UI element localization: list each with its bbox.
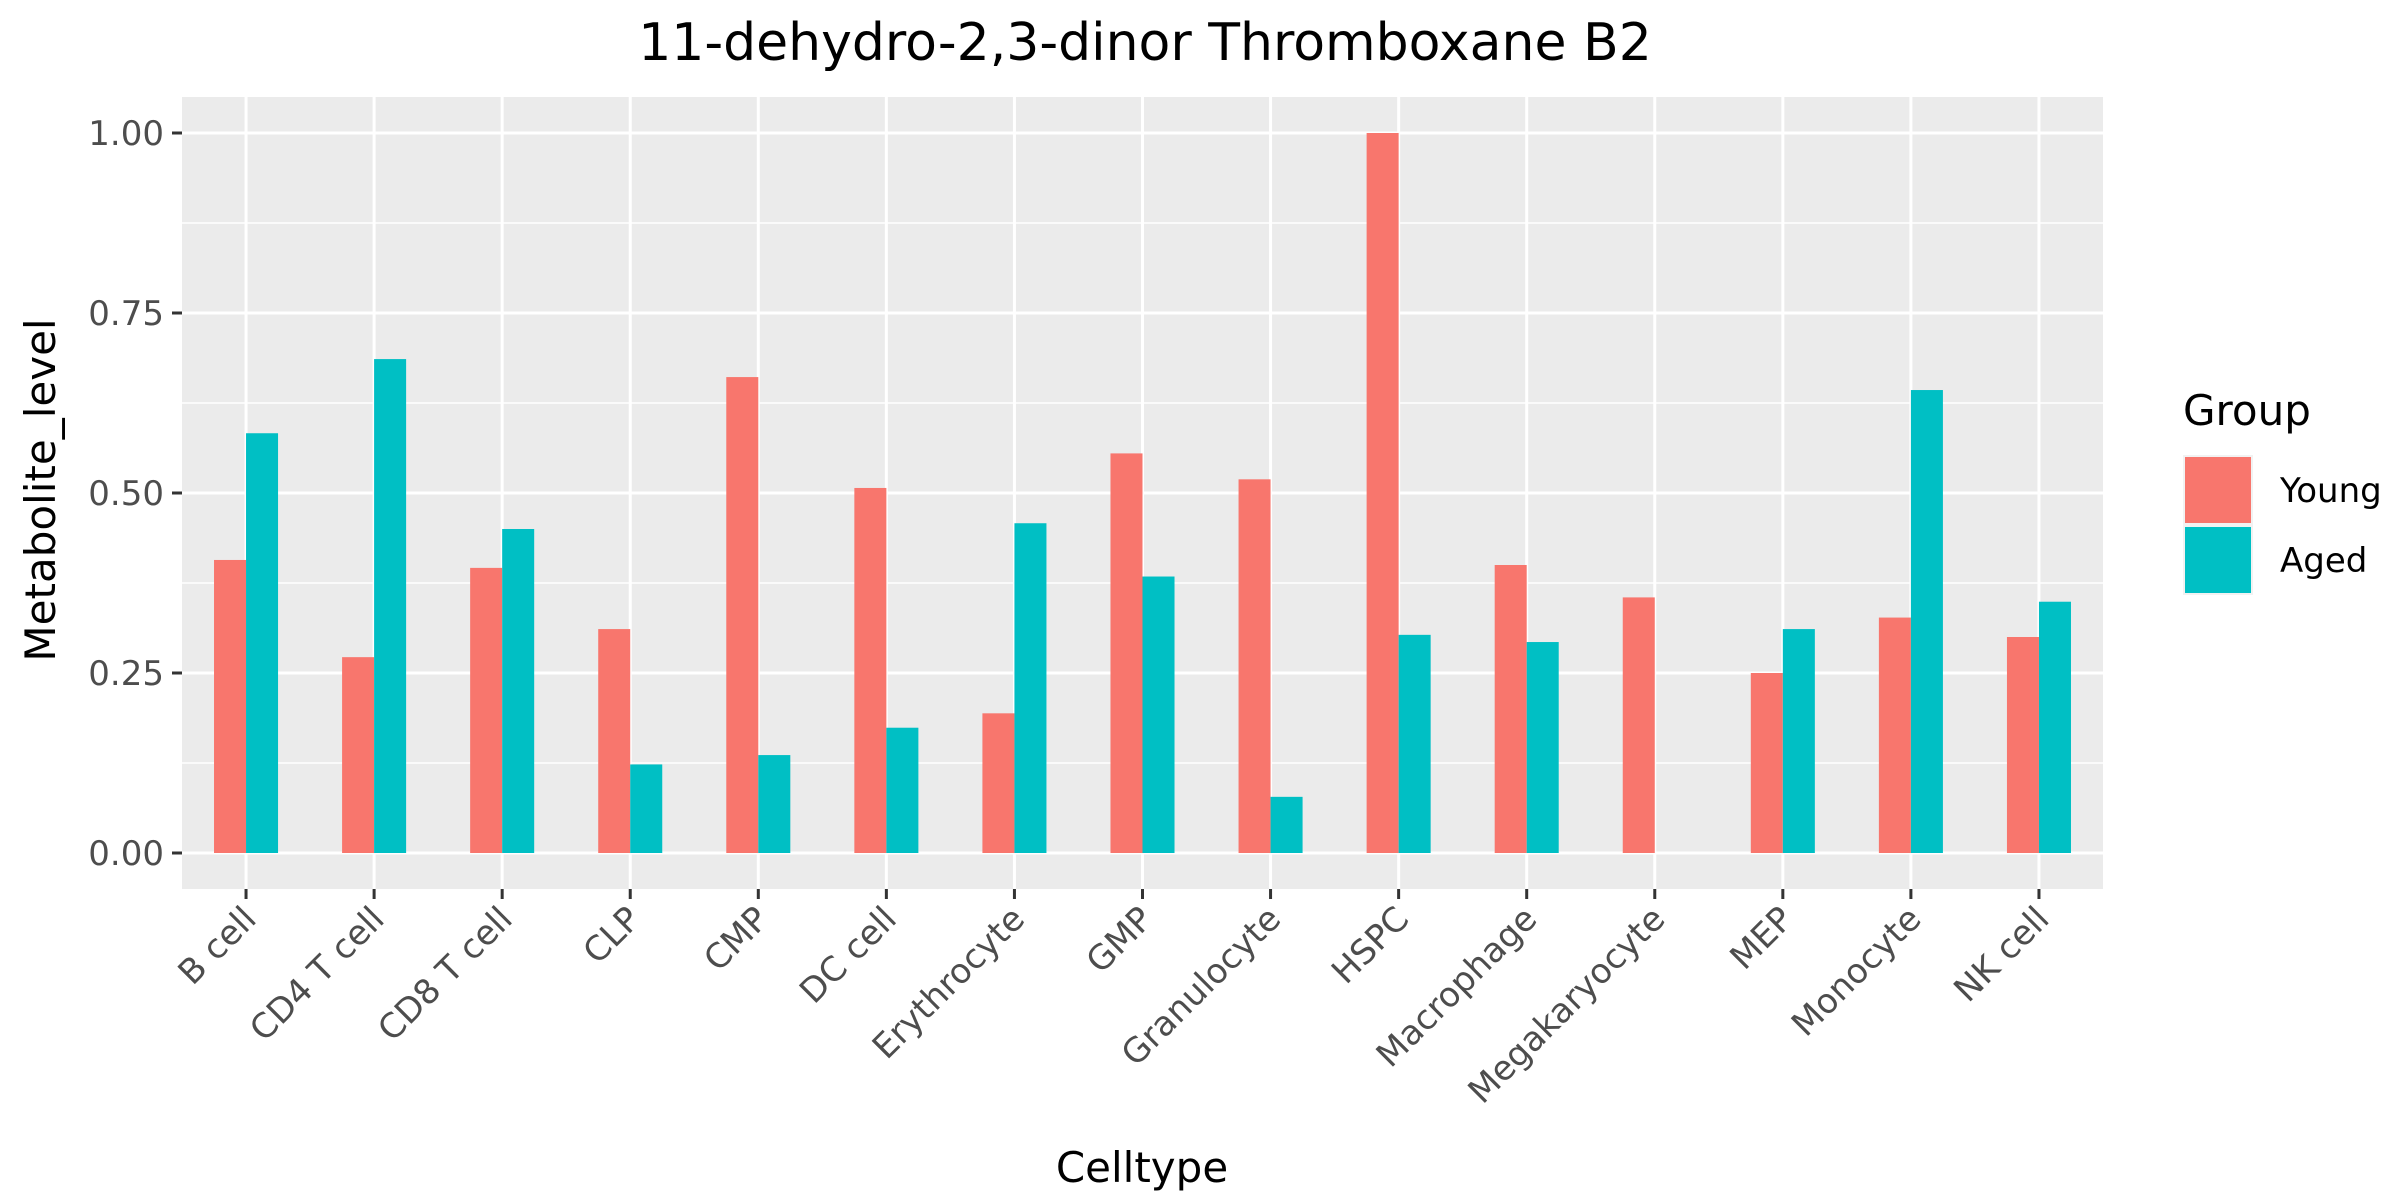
bar-aged-mep <box>1782 629 1815 853</box>
plot-panel <box>182 97 2103 889</box>
x-tick-label: CD4 T cell <box>242 899 392 1049</box>
y-tick-label: 0.50 <box>88 474 164 514</box>
bar-young-cmp <box>726 377 759 853</box>
chart-title: 11-dehydro-2,3-dinor Thromboxane B2 <box>638 13 1652 73</box>
bar-aged-b-cell <box>246 433 279 853</box>
y-axis: 0.00 0.25 0.50 0.75 1.00 <box>88 114 182 874</box>
bar-aged-gmp <box>1142 576 1175 853</box>
x-tick-label: HSPC <box>1324 899 1417 992</box>
legend-label-young: Young <box>2279 471 2382 511</box>
bar-young-hspc <box>1366 133 1399 853</box>
x-tick-label: GMP <box>1079 899 1161 981</box>
y-axis-title: Metabolite_level <box>16 318 65 661</box>
bar-young-monocyte <box>1878 617 1911 853</box>
x-axis-title: Celltype <box>1056 1143 1228 1192</box>
x-tick-label: MEP <box>1722 899 1801 978</box>
x-tick-label: CLP <box>576 899 649 972</box>
bar-aged-nk-cell <box>2038 601 2071 853</box>
bar-aged-granulocyte <box>1270 796 1303 853</box>
y-tick-label: 0.00 <box>88 834 164 874</box>
bar-young-megakaryocyte <box>1622 597 1655 853</box>
x-tick-label: DC cell <box>792 899 905 1012</box>
x-tick-label: CMP <box>696 899 776 979</box>
bar-aged-erythrocyte <box>1014 523 1047 853</box>
bar-aged-dc-cell <box>886 727 919 853</box>
bar-aged-cmp <box>758 755 791 853</box>
legend-swatch-young <box>2185 457 2251 523</box>
bar-young-cd4-t-cell <box>342 657 375 853</box>
bar-aged-hspc <box>1398 634 1431 853</box>
bar-aged-cd8-t-cell <box>502 529 535 853</box>
legend-swatch-aged <box>2185 527 2251 593</box>
x-tick-label: CD8 T cell <box>370 899 520 1049</box>
bar-young-dc-cell <box>854 487 887 853</box>
bar-young-granulocyte <box>1238 479 1271 853</box>
y-tick-label: 1.00 <box>88 114 164 154</box>
bar-young-erythrocyte <box>982 713 1015 853</box>
bar-young-macrophage <box>1494 565 1527 853</box>
y-tick-label: 0.75 <box>88 294 164 334</box>
x-tick-label: Monocyte <box>1784 899 1929 1044</box>
bar-young-mep <box>1750 673 1783 853</box>
bar-aged-macrophage <box>1526 642 1559 853</box>
bar-aged-clp <box>630 764 663 853</box>
legend: Group Young Aged <box>2183 386 2382 595</box>
bar-young-nk-cell <box>2006 637 2039 853</box>
y-tick-label: 0.25 <box>88 654 164 694</box>
bar-young-clp <box>598 629 631 853</box>
bar-young-cd8-t-cell <box>470 567 503 853</box>
x-tick-label: B cell <box>171 899 265 993</box>
bar-aged-cd4-t-cell <box>374 359 407 853</box>
x-tick-label: NK cell <box>1946 899 2057 1010</box>
legend-title: Group <box>2183 386 2311 435</box>
legend-label-aged: Aged <box>2280 541 2367 581</box>
bar-aged-monocyte <box>1910 390 1943 853</box>
bar-young-b-cell <box>214 559 247 853</box>
bar-young-gmp <box>1110 453 1143 853</box>
